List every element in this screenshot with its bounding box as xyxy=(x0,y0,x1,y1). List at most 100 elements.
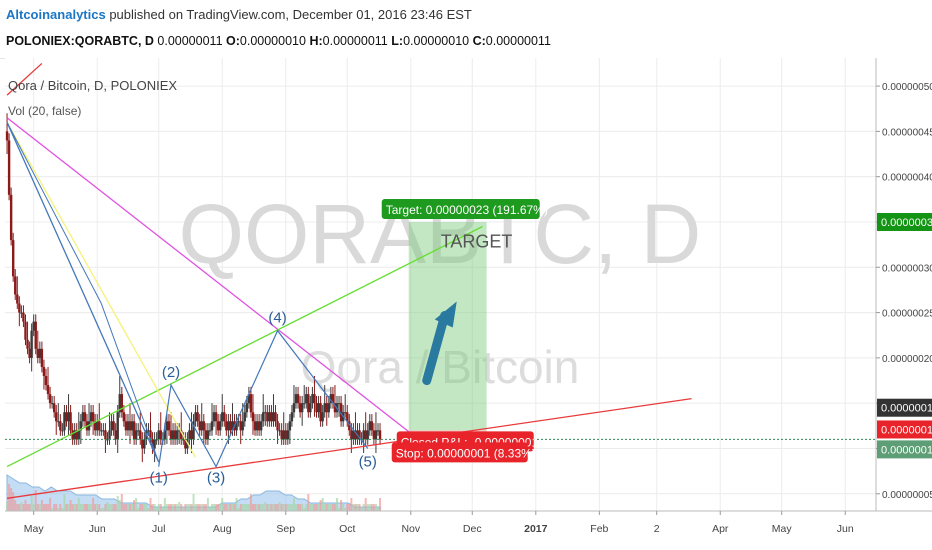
volume-bar xyxy=(24,500,27,511)
volume-bar xyxy=(92,498,95,511)
volume-bar xyxy=(98,504,101,511)
volume-bar xyxy=(120,494,123,511)
candle-body xyxy=(319,403,322,422)
time-tick-label: Oct xyxy=(339,523,355,535)
wave-label-2[interactable]: (2) xyxy=(162,364,180,381)
chart-header: Altcoinanalytics published on TradingVie… xyxy=(0,0,932,59)
volume-bar xyxy=(313,504,316,511)
candle-body xyxy=(9,194,13,241)
time-tick-label: 2 xyxy=(654,523,660,535)
candle-body xyxy=(155,439,158,441)
candle-body xyxy=(321,412,324,422)
price-chart[interactable]: QORABTC, D Qora / Bitcoin (1) (2) (3) (4… xyxy=(0,58,932,550)
volume-bar xyxy=(51,508,54,511)
candle-body xyxy=(167,421,171,431)
candle-body xyxy=(173,430,177,440)
volume-bar xyxy=(295,504,298,511)
candle-body xyxy=(59,421,62,431)
stop-box-text: Stop: 0.00000001 (8.33%) xyxy=(396,446,536,460)
volume-bar xyxy=(243,504,246,511)
volume-bar xyxy=(167,504,170,511)
blue-spike-line-2 xyxy=(100,303,160,463)
wave-label-5[interactable]: (5) xyxy=(359,453,377,470)
volume-bar xyxy=(42,504,45,511)
published-text: published on TradingView.com, December 0… xyxy=(109,7,472,22)
candle-body xyxy=(350,430,353,440)
volume-bar xyxy=(110,504,113,511)
volume-bar xyxy=(260,504,263,511)
candle-body xyxy=(276,421,279,431)
volume-bar xyxy=(258,504,261,511)
wave-label-1[interactable]: (1) xyxy=(150,470,168,487)
volume-bar xyxy=(139,504,142,511)
wave-label-4[interactable]: (4) xyxy=(268,310,286,327)
candle-body xyxy=(257,421,261,431)
candle-body xyxy=(42,366,46,377)
author-link[interactable]: Altcoinanalytics xyxy=(6,7,106,22)
candle-body xyxy=(225,421,228,431)
candle-body xyxy=(305,394,308,404)
candle-body xyxy=(352,430,355,440)
volume-bar xyxy=(59,504,62,511)
volume-bar xyxy=(131,504,134,511)
volume-bar xyxy=(284,504,287,511)
candle-body xyxy=(298,403,302,413)
volume-bar xyxy=(186,504,189,511)
candle-body xyxy=(208,430,212,432)
candle-body xyxy=(182,439,185,441)
target-box[interactable]: Target: 0.00000023 (191.67%) xyxy=(381,198,548,219)
candle-body xyxy=(354,430,357,440)
volume-bar xyxy=(256,504,259,511)
volume-bar xyxy=(12,492,15,511)
target-text[interactable]: TARGET xyxy=(441,231,513,251)
candle-body xyxy=(262,412,265,422)
volume-bar xyxy=(270,504,273,511)
volume-bar xyxy=(354,504,357,511)
volume-bar xyxy=(200,504,203,511)
volume-bar xyxy=(153,504,156,511)
candle-body xyxy=(34,321,37,349)
volume-bar xyxy=(213,504,216,511)
volume-bar xyxy=(94,504,97,511)
volume-bar xyxy=(172,504,175,511)
candle-body xyxy=(346,412,349,422)
volume-bar xyxy=(126,504,129,511)
up-arrow-icon[interactable] xyxy=(422,301,457,386)
volume-bar xyxy=(161,508,164,511)
candle-body xyxy=(214,412,218,422)
badge-last-close: 0.00000012 xyxy=(877,398,932,417)
volume-bar xyxy=(180,504,183,511)
volume-bar xyxy=(75,504,78,511)
volume-bar xyxy=(34,490,37,511)
volume-bar xyxy=(57,508,60,511)
volume-bar xyxy=(163,498,166,511)
candle-body xyxy=(300,403,304,413)
time-tick-label: Sep xyxy=(276,523,295,535)
indicator-label[interactable]: Vol (20, false) xyxy=(8,104,81,118)
volume-bar xyxy=(114,504,117,511)
trendlines[interactable] xyxy=(6,62,692,499)
blue-from-top-line xyxy=(6,122,160,463)
wave-label-3[interactable]: (3) xyxy=(207,470,225,487)
candle-body xyxy=(212,412,216,422)
symbol-label[interactable]: POLONIEX:QORABTC, D xyxy=(6,34,154,48)
candle-body xyxy=(175,430,179,440)
volume-bar xyxy=(364,498,367,511)
volume-bar xyxy=(303,508,306,511)
volume-bar xyxy=(71,504,74,511)
candle-body xyxy=(139,430,142,440)
candle-body xyxy=(61,430,64,432)
candle-body xyxy=(362,430,365,440)
candle-body xyxy=(370,421,374,431)
volume-bar xyxy=(170,504,173,511)
blue-spike-line xyxy=(6,122,102,304)
elliott-wave-path[interactable] xyxy=(158,329,369,468)
time-axis[interactable]: May Jun Jul Aug Sep Oct Nov Dec 2017 Feb 2 Apr May Ju… xyxy=(0,510,932,550)
candle-body xyxy=(79,421,83,431)
stop-box[interactable]: Stop: 0.00000001 (8.33%) xyxy=(391,442,536,463)
candle-body xyxy=(200,421,203,431)
pane-title[interactable]: Qora / Bitcoin, D, POLONIEX xyxy=(8,78,177,93)
volume-bar xyxy=(210,504,213,511)
candles xyxy=(5,113,382,463)
volume-bar xyxy=(227,504,230,511)
